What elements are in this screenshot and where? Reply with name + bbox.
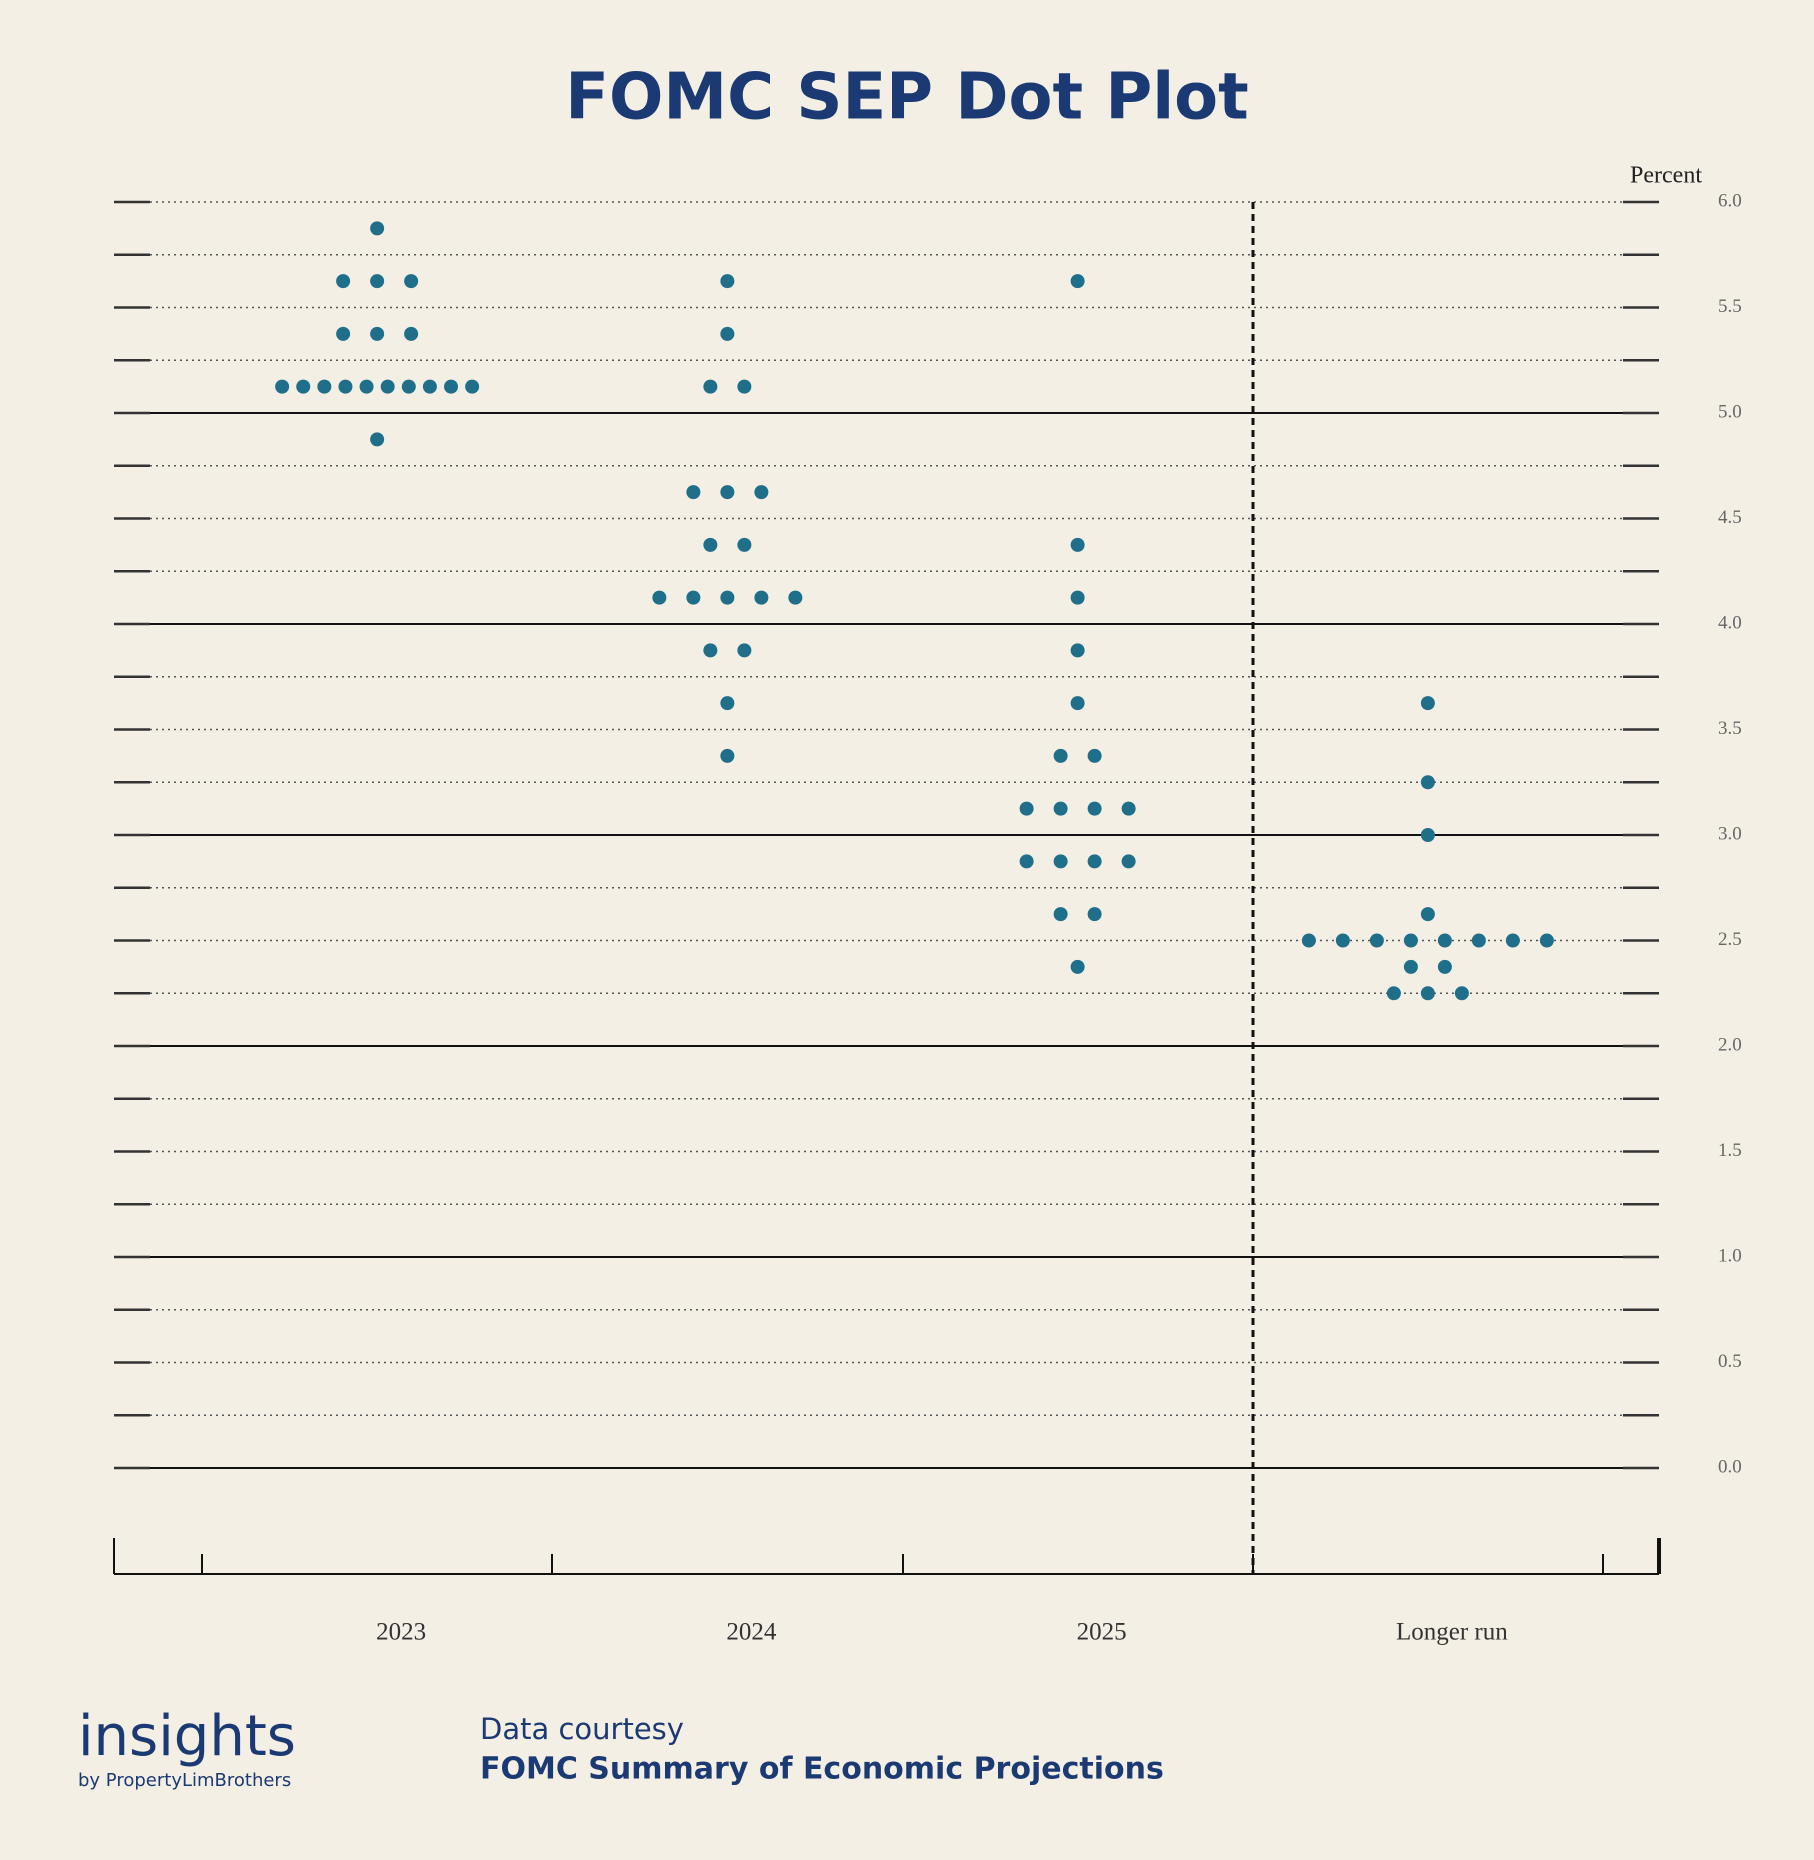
dot <box>1420 775 1435 790</box>
x-tick-label: 2025 <box>1077 1619 1127 1646</box>
dot <box>720 696 735 711</box>
dot <box>404 274 419 289</box>
dot <box>370 274 385 289</box>
dot <box>1019 854 1034 869</box>
dot <box>1420 828 1435 842</box>
y-tick-label: 3.0 <box>1718 823 1742 844</box>
dot <box>1121 854 1136 869</box>
dot <box>1070 643 1085 658</box>
y-tick-label: 5.5 <box>1718 296 1742 317</box>
dot <box>720 485 735 500</box>
dot <box>1087 854 1102 869</box>
dot <box>1386 986 1401 1001</box>
y-tick-label: 0.5 <box>1718 1351 1742 1372</box>
dot <box>1070 537 1085 552</box>
logo: insights <box>78 1704 296 1769</box>
dot <box>1369 933 1384 948</box>
logo-subtitle: by PropertyLimBrothers <box>78 1770 291 1791</box>
dot <box>1420 986 1435 1001</box>
dot <box>1420 696 1435 711</box>
dot <box>370 326 385 341</box>
x-tick-label: 2024 <box>726 1619 777 1646</box>
dot <box>703 643 718 658</box>
dot <box>1053 801 1068 816</box>
dot <box>1019 801 1034 816</box>
dot <box>720 748 735 763</box>
y-tick-label: 0.0 <box>1718 1456 1742 1477</box>
y-tick-label: 4.5 <box>1718 507 1742 528</box>
dot <box>720 326 735 341</box>
dot <box>720 590 735 605</box>
dot <box>737 537 752 552</box>
x-tick-label: Longer run <box>1396 1619 1508 1646</box>
dot <box>380 379 395 394</box>
dot <box>359 379 374 394</box>
dot <box>754 590 769 605</box>
dot <box>720 274 735 289</box>
dot <box>1070 274 1085 289</box>
dot <box>1437 933 1452 948</box>
dot <box>1403 959 1418 974</box>
dot <box>1087 748 1102 763</box>
dot <box>296 379 311 394</box>
dot <box>652 590 667 605</box>
dot <box>1403 933 1418 948</box>
dot <box>370 221 385 236</box>
dot <box>401 379 416 394</box>
dot <box>336 274 351 289</box>
dot <box>1053 748 1068 763</box>
dot <box>1420 907 1435 922</box>
dot <box>737 379 752 394</box>
dot <box>1087 907 1102 922</box>
dot <box>737 643 752 658</box>
y-axis-label: Percent <box>1630 163 1702 189</box>
dot <box>1454 986 1469 1001</box>
y-tick-label: 3.5 <box>1718 718 1742 739</box>
dot <box>404 326 419 341</box>
dot <box>1301 933 1316 948</box>
dot <box>703 537 718 552</box>
dot <box>317 379 332 394</box>
dot <box>465 379 480 394</box>
dot <box>686 590 701 605</box>
dot <box>1335 933 1350 948</box>
dot <box>336 326 351 341</box>
dot <box>754 485 769 500</box>
y-tick-label: 4.0 <box>1718 612 1742 633</box>
dot <box>703 379 718 394</box>
dot <box>422 379 437 394</box>
dot <box>686 485 701 500</box>
x-tick-label: 2023 <box>376 1619 426 1646</box>
y-tick-label: 2.5 <box>1718 929 1742 950</box>
dot <box>1087 801 1102 816</box>
source: FOMC Summary of Economic Projections <box>480 1752 1164 1787</box>
dot <box>1437 959 1452 974</box>
y-tick-label: 6.0 <box>1718 190 1742 211</box>
dot <box>788 590 803 605</box>
source-label: Data courtesy <box>480 1712 684 1746</box>
dot <box>338 379 353 394</box>
dot <box>1053 907 1068 922</box>
dot <box>1053 854 1068 869</box>
dot <box>444 379 459 394</box>
dot <box>1070 959 1085 974</box>
dot <box>1539 933 1554 948</box>
dot <box>1471 933 1486 948</box>
y-tick-label: 1.5 <box>1718 1140 1742 1161</box>
dot <box>275 379 290 394</box>
chart-title: FOMC SEP Dot Plot <box>565 61 1248 135</box>
y-tick-label: 2.0 <box>1718 1034 1742 1055</box>
dot <box>370 432 385 447</box>
dot <box>1121 801 1136 816</box>
dot <box>1070 590 1085 605</box>
dot <box>1505 933 1520 948</box>
y-tick-label: 1.0 <box>1718 1245 1742 1266</box>
y-tick-label: 5.0 <box>1718 401 1742 422</box>
dot <box>1070 696 1085 711</box>
